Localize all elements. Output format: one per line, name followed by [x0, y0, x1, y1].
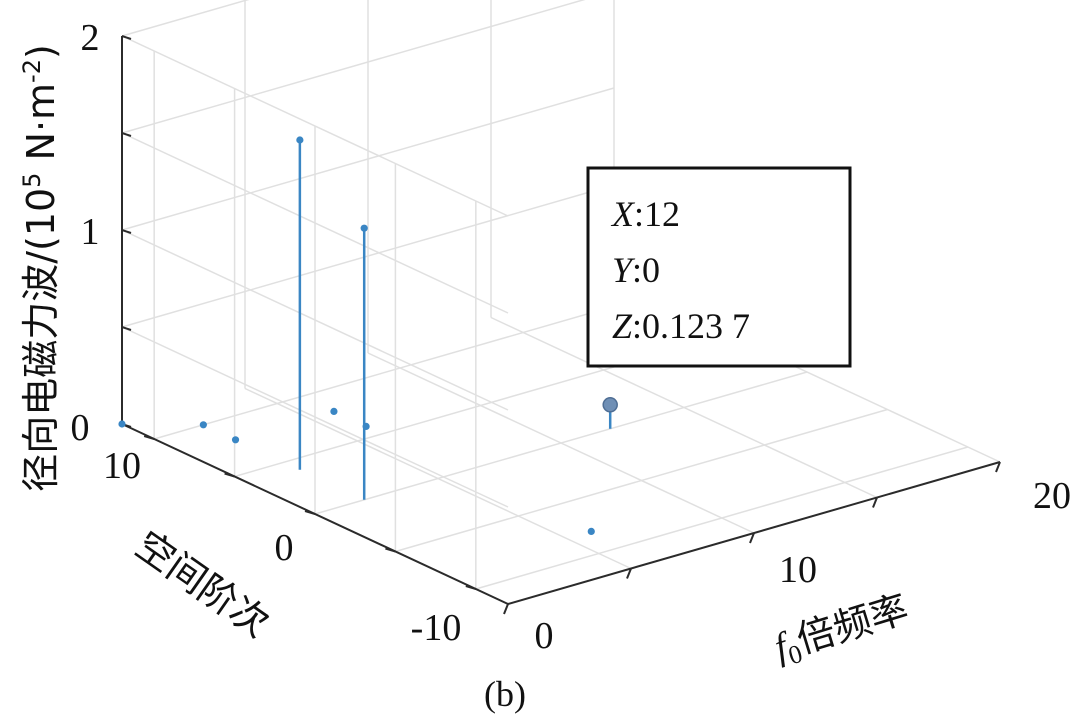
- stem-marker: [360, 224, 368, 232]
- z-axis-label: 径向电磁力波/(105 N·m-2): [18, 44, 63, 492]
- stem-marker: [296, 136, 304, 144]
- datatip[interactable]: X:12 Y:0 Z:0.123 7: [586, 166, 852, 368]
- floor-grid-line: [395, 408, 888, 553]
- back-wall-grid-line: [121, 184, 615, 328]
- grid-lines: [121, 0, 1001, 605]
- x-tick-mark: [503, 603, 509, 615]
- data-stems: [118, 136, 618, 536]
- z-tick-label: 2: [81, 17, 100, 59]
- side-wall-grid-line: [121, 132, 509, 314]
- x-tick-mark: [749, 532, 755, 544]
- z-tick-mark: [121, 326, 132, 331]
- x-tick-mark: [872, 497, 878, 508]
- back-wall-grid-line: [121, 87, 615, 231]
- figure-caption: (b): [484, 674, 526, 714]
- x-tick-label: 0: [535, 615, 554, 657]
- datatip-y: Y:0: [612, 250, 660, 290]
- datatip-z: Z:0.123 7: [612, 306, 750, 346]
- z-tick-mark: [121, 132, 132, 137]
- y-tick-mark: [304, 510, 316, 515]
- datatip-x: X:12: [610, 194, 680, 234]
- y-tick-mark: [224, 472, 235, 478]
- z-axis-label-unit-exp: -2: [18, 59, 46, 83]
- x-axis-label: f0倍频率: [769, 586, 915, 673]
- side-wall-grid-line: [121, 35, 509, 217]
- x-tick-mark: [995, 461, 1001, 473]
- side-wall-grid-line: [121, 229, 509, 411]
- back-wall-grid-line: [121, 0, 586, 134]
- y-tick-label: 0: [275, 527, 294, 569]
- z-tick-label: 1: [81, 211, 100, 253]
- z-axis-label-exp: 5: [18, 173, 46, 188]
- floor-grid-line: [153, 296, 647, 440]
- y-tick-label: 10: [103, 445, 141, 487]
- z-tick-mark: [121, 229, 132, 234]
- stem-marker: [330, 407, 338, 415]
- y-tick-label: -10: [411, 607, 462, 649]
- x-tick-label: 20: [1033, 475, 1071, 517]
- floor-grid-line: [314, 371, 808, 515]
- axis-lines: [121, 35, 1001, 615]
- selected-point-marker: [602, 397, 618, 413]
- stem-marker: [231, 436, 240, 444]
- z-tick-label: 0: [71, 407, 90, 449]
- y-axis-label: 空间阶次: [128, 523, 278, 646]
- back-wall-grid-line: [121, 0, 250, 37]
- z-tick-mark: [121, 35, 132, 40]
- y-tick-mark: [385, 547, 396, 553]
- y-tick-mark: [465, 585, 477, 590]
- floor-grid-line: [475, 446, 969, 590]
- side-wall-grid-line: [121, 326, 509, 508]
- y-tick-mark: [143, 435, 155, 440]
- x-tick-mark: [626, 568, 632, 579]
- x-tick-label: 10: [779, 549, 817, 591]
- stem-marker: [587, 527, 595, 536]
- stem-marker: [199, 421, 207, 429]
- stem-marker: [118, 420, 126, 428]
